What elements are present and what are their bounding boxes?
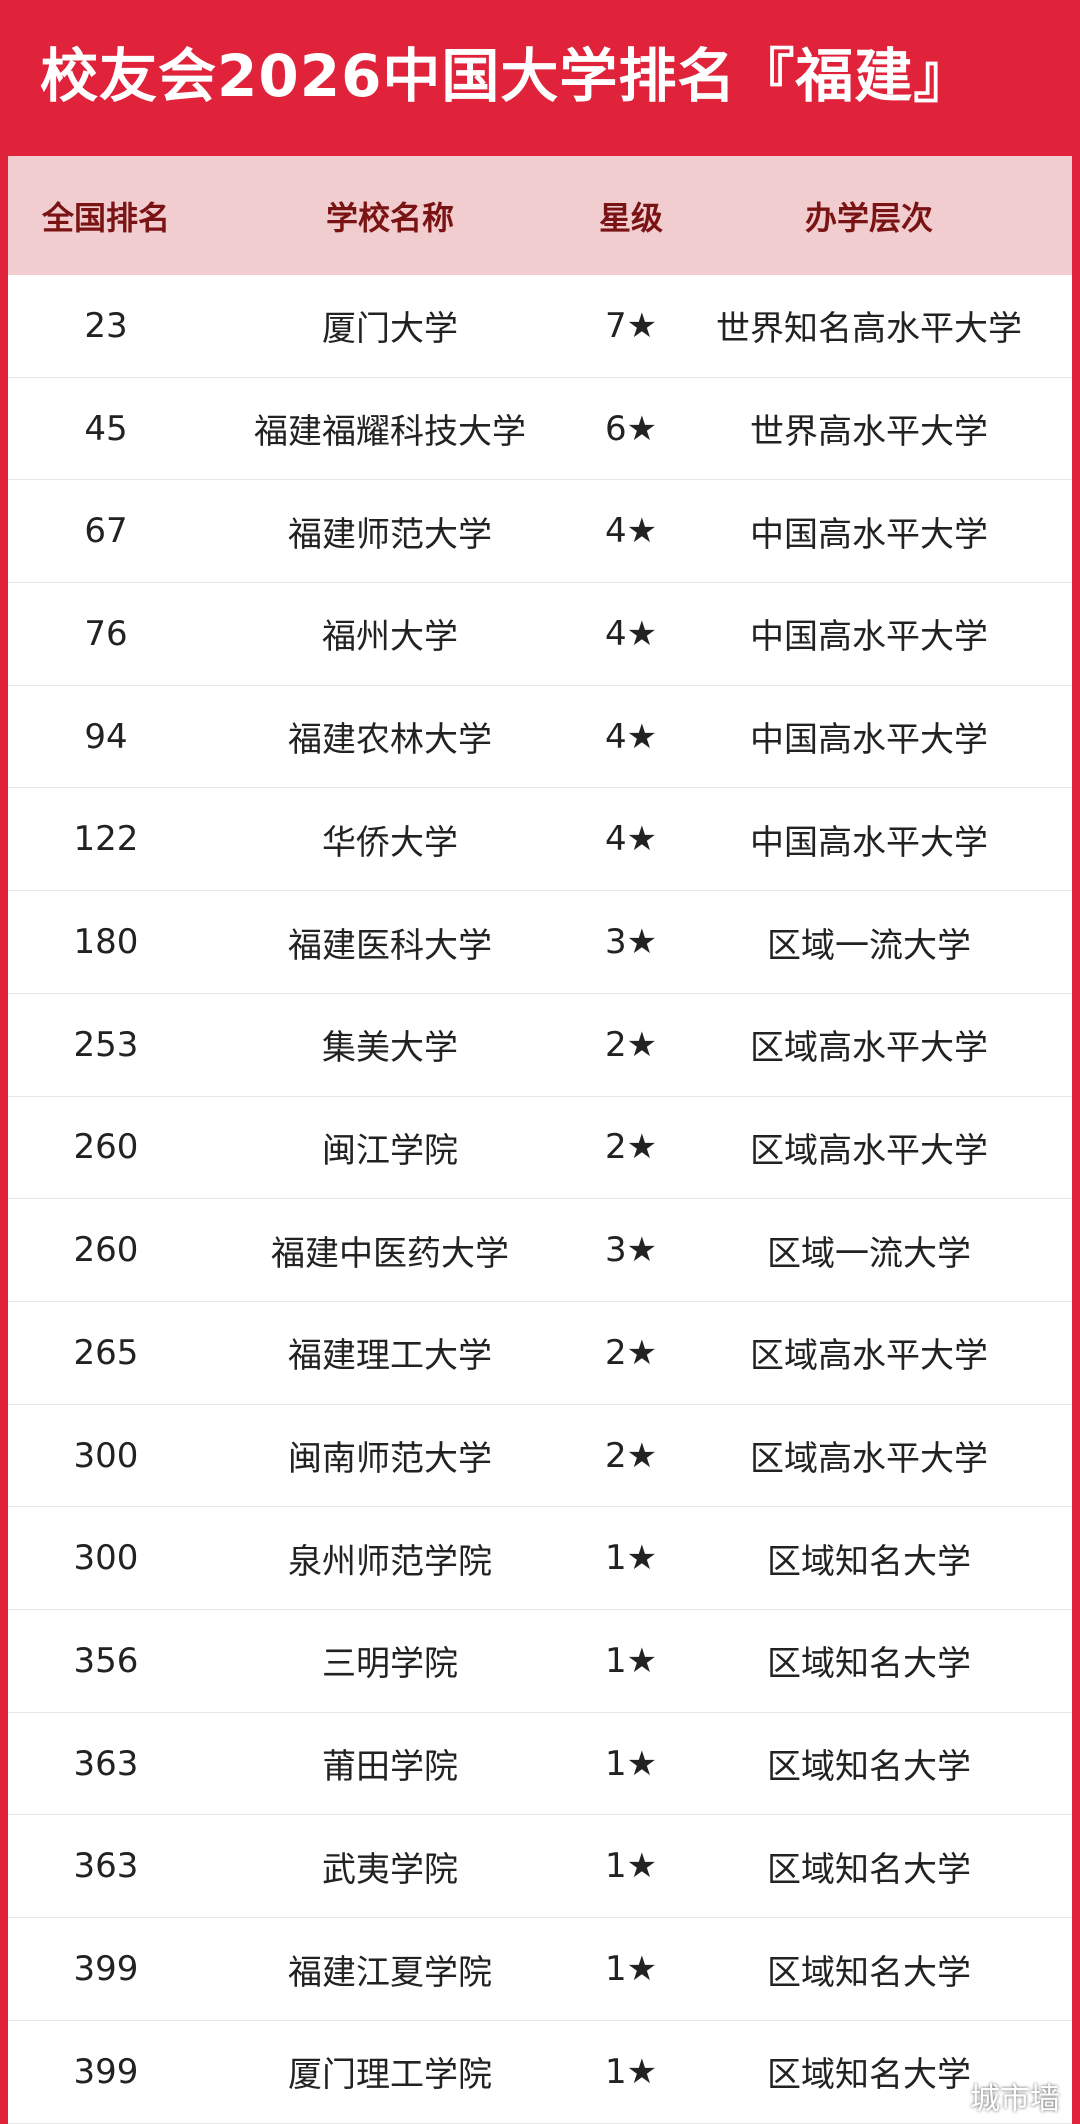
school-name: 福建医科大学	[288, 925, 492, 966]
rank: 94	[84, 716, 128, 757]
table: 全国排名 学校名称 星级 办学层次 23 厦门大学 7★ 世界知名高水平大学 45 福建福耀科技…	[8, 156, 1072, 2124]
rank: 260	[73, 1127, 139, 1168]
school-name: 福建江夏学院	[288, 1952, 492, 1993]
star-level: 2★	[604, 1332, 658, 1373]
star-level: 2★	[604, 1024, 658, 1065]
school-name: 厦门理工学院	[288, 2055, 492, 2096]
rank: 180	[73, 922, 139, 963]
rank: 265	[73, 1332, 139, 1373]
column-header: 星级	[598, 198, 664, 237]
level: 中国高水平大学	[750, 822, 988, 863]
table-row: 76 福州大学 4★ 中国高水平大学	[8, 583, 1072, 686]
star-level: 1★	[604, 1538, 658, 1579]
star-level: 6★	[604, 408, 658, 449]
school-name: 福建理工大学	[288, 1336, 492, 1377]
star-level: 2★	[604, 1127, 658, 1168]
level: 区域高水平大学	[750, 1439, 988, 1480]
table-row: 180 福建医科大学 3★ 区域一流大学	[8, 891, 1072, 994]
level: 区域知名大学	[767, 1747, 971, 1788]
table-row: 122 华侨大学 4★ 中国高水平大学	[8, 789, 1072, 892]
star-level: 4★	[604, 716, 658, 757]
table-row: 45 福建福耀科技大学 6★ 世界高水平大学	[8, 378, 1072, 481]
table-row: 94 福建农林大学 4★ 中国高水平大学	[8, 686, 1072, 789]
rank: 253	[73, 1024, 139, 1065]
rank: 67	[84, 511, 128, 552]
title: 校友会2026中国大学排名『福建』	[0, 0, 1080, 152]
table-row: 356 三明学院 1★ 区域知名大学	[8, 1610, 1072, 1713]
school-name: 福建师范大学	[288, 514, 492, 555]
level: 区域知名大学	[767, 1644, 971, 1685]
school-name: 武夷学院	[322, 1849, 458, 1890]
table-row: 253 集美大学 2★ 区域高水平大学	[8, 994, 1072, 1097]
star-level: 4★	[604, 613, 658, 654]
level: 区域一流大学	[767, 925, 971, 966]
star-level: 2★	[604, 1435, 658, 1476]
rank: 76	[84, 613, 128, 654]
level: 中国高水平大学	[750, 617, 988, 658]
column-header: 学校名称	[325, 198, 455, 237]
table-row: 363 莆田学院 1★ 区域知名大学	[8, 1713, 1072, 1816]
school-name: 福建中医药大学	[271, 1233, 509, 1274]
level: 中国高水平大学	[750, 514, 988, 555]
school-name: 三明学院	[322, 1644, 458, 1685]
rank: 356	[73, 1640, 139, 1681]
star-level: 1★	[604, 1640, 658, 1681]
star-level: 1★	[604, 1743, 658, 1784]
school-name: 华侨大学	[322, 822, 458, 863]
column-header: 办学层次	[804, 198, 934, 237]
rank: 300	[73, 1538, 139, 1579]
school-name: 福建农林大学	[288, 720, 492, 761]
rank: 23	[84, 305, 128, 346]
level: 区域知名大学	[767, 1541, 971, 1582]
column-header: 全国排名	[41, 198, 171, 237]
table-row: 265 福建理工大学 2★ 区域高水平大学	[8, 1302, 1072, 1405]
level: 区域一流大学	[767, 1233, 971, 1274]
table-row: 399 厦门理工学院 1★ 区域知名大学	[8, 2021, 1072, 2124]
rank: 300	[73, 1435, 139, 1476]
level: 区域知名大学	[767, 1849, 971, 1890]
rank: 122	[73, 819, 139, 860]
level: 中国高水平大学	[750, 720, 988, 761]
rank: 399	[73, 1949, 139, 1990]
watermark: 城市墙	[970, 2082, 1060, 2117]
table-row: 300 闽南师范大学 2★ 区域高水平大学	[8, 1405, 1072, 1508]
rank: 399	[73, 2051, 139, 2092]
level: 区域高水平大学	[750, 1028, 988, 1069]
star-level: 3★	[604, 922, 658, 963]
table-row: 300 泉州师范学院 1★ 区域知名大学	[8, 1507, 1072, 1611]
table-row: 260 福建中医药大学 3★ 区域一流大学	[8, 1199, 1072, 1302]
table-row: 23 厦门大学 7★ 世界知名高水平大学	[8, 275, 1072, 378]
school-name: 福州大学	[322, 617, 458, 658]
table-row: 67 福建师范大学 4★ 中国高水平大学	[8, 480, 1072, 584]
star-level: 1★	[604, 1949, 658, 1990]
level: 区域知名大学	[767, 2055, 971, 2096]
level: 世界高水平大学	[750, 412, 988, 453]
school-name: 福建福耀科技大学	[254, 412, 526, 453]
rank: 363	[73, 1743, 139, 1784]
level: 区域知名大学	[767, 1952, 971, 1993]
school-name: 闽江学院	[322, 1130, 458, 1171]
rank: 45	[84, 408, 128, 449]
star-level: 4★	[604, 511, 658, 552]
table-row: 399 福建江夏学院 1★ 区域知名大学	[8, 1918, 1072, 2021]
star-level: 7★	[604, 305, 658, 346]
star-level: 4★	[604, 819, 658, 860]
school-name: 厦门大学	[322, 309, 458, 350]
school-name: 莆田学院	[322, 1747, 458, 1788]
star-level: 3★	[604, 1230, 658, 1271]
school-name: 闽南师范大学	[288, 1439, 492, 1480]
rank: 363	[73, 1846, 139, 1887]
star-level: 1★	[604, 2051, 658, 2092]
school-name: 泉州师范学院	[288, 1541, 492, 1582]
school-name: 集美大学	[322, 1028, 458, 1069]
level: 世界知名高水平大学	[716, 309, 1022, 350]
table-row: 260 闽江学院 2★ 区域高水平大学	[8, 1097, 1072, 1200]
header-row: 全国排名 学校名称 星级 办学层次	[8, 156, 1072, 275]
rank: 260	[73, 1230, 139, 1271]
star-level: 1★	[604, 1846, 658, 1887]
table-row: 363 武夷学院 1★ 区域知名大学	[8, 1816, 1072, 1919]
level: 区域高水平大学	[750, 1336, 988, 1377]
level: 区域高水平大学	[750, 1130, 988, 1171]
